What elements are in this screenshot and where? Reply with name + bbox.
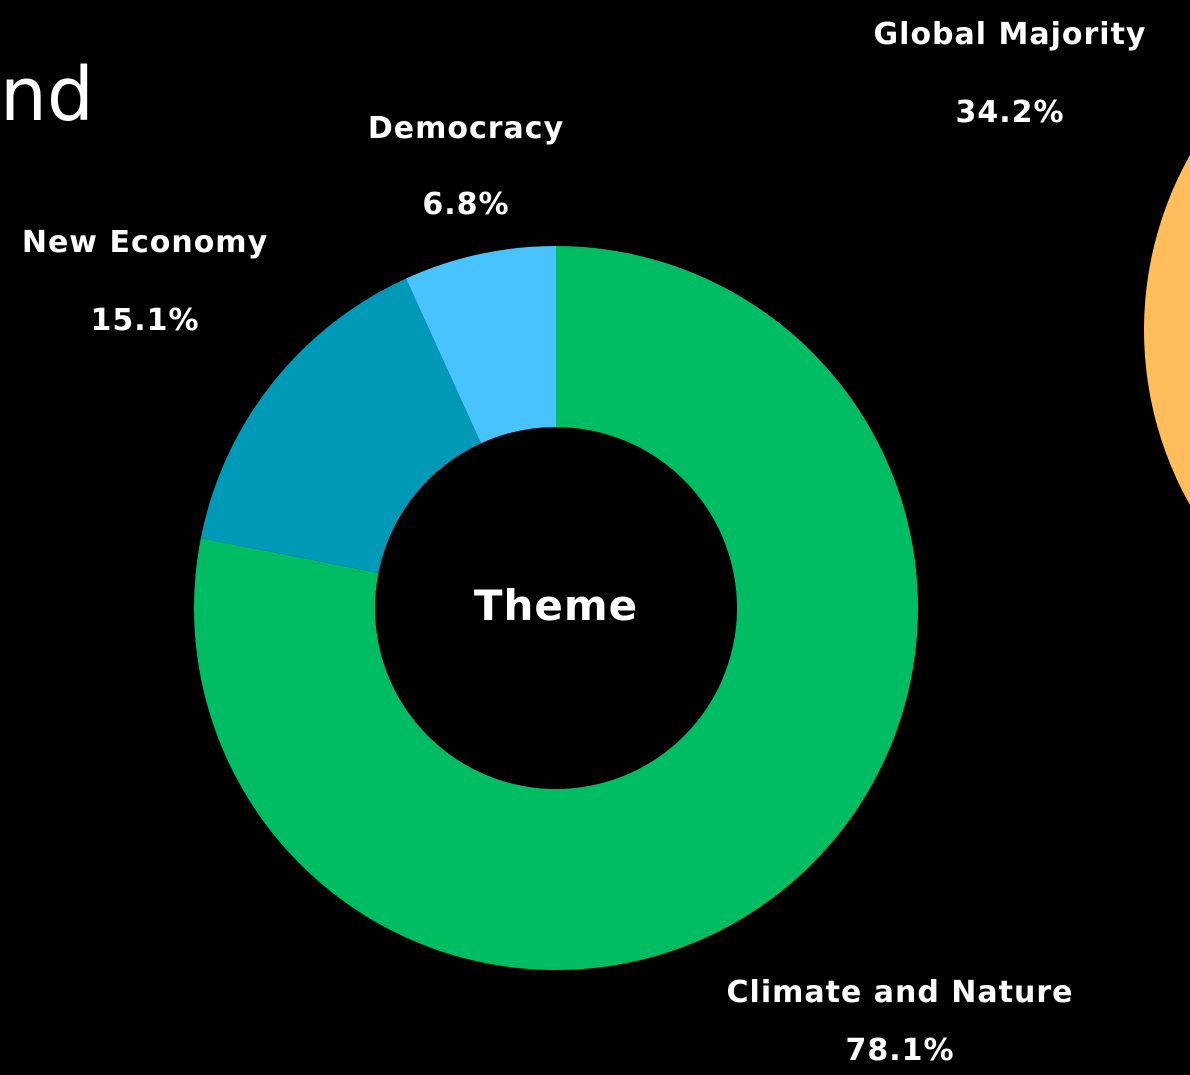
region-donut: Global Majority 34.2% — [874, 17, 1190, 505]
slice-label-climate-and-nature: Climate and Nature — [727, 975, 1074, 1010]
heading-fragment: nd — [0, 52, 94, 138]
slice-value-democracy: 6.8% — [422, 187, 509, 222]
slice-climate-and-nature — [194, 246, 919, 970]
slice-global-majority — [1143, 155, 1190, 505]
slice-label-global-majority: Global Majority — [874, 17, 1147, 52]
slice-value-global-majority: 34.2% — [955, 95, 1064, 130]
theme-donut: Climate and Nature 78.1% New Economy 15.1% D… — [22, 111, 1074, 1068]
slice-value-new-economy: 15.1% — [90, 303, 199, 338]
slice-democracy — [406, 246, 556, 444]
slice-label-new-economy: New Economy — [22, 225, 268, 260]
donut-center-label: Theme — [474, 581, 638, 630]
slice-label-democracy: Democracy — [368, 111, 564, 146]
slice-value-climate-and-nature: 78.1% — [845, 1033, 954, 1068]
slice-new-economy — [200, 278, 481, 573]
